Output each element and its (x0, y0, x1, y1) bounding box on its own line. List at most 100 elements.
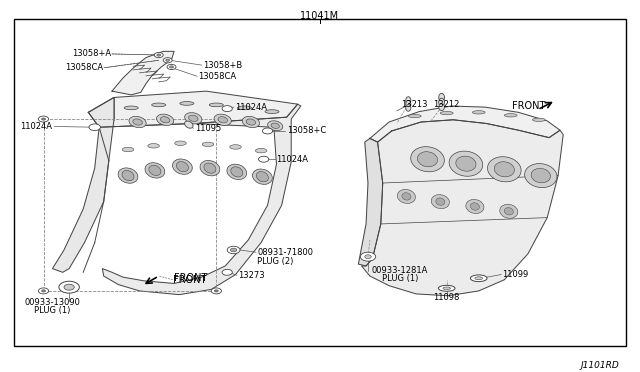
Ellipse shape (417, 152, 438, 167)
Ellipse shape (148, 144, 159, 148)
Circle shape (230, 248, 237, 252)
Ellipse shape (406, 105, 411, 111)
Ellipse shape (124, 106, 138, 110)
Ellipse shape (161, 117, 170, 123)
Ellipse shape (177, 161, 188, 172)
Circle shape (365, 255, 371, 259)
Circle shape (59, 281, 79, 293)
Ellipse shape (268, 121, 283, 131)
Ellipse shape (189, 115, 198, 121)
Ellipse shape (227, 164, 246, 180)
Ellipse shape (439, 98, 444, 106)
Ellipse shape (202, 142, 214, 147)
Ellipse shape (157, 114, 173, 125)
Ellipse shape (122, 147, 134, 152)
Polygon shape (112, 51, 174, 95)
Text: 13058+B: 13058+B (204, 61, 243, 70)
Ellipse shape (439, 104, 444, 110)
Ellipse shape (122, 170, 134, 181)
Text: J1101RD: J1101RD (580, 361, 620, 370)
Text: FRONT: FRONT (174, 273, 207, 283)
Ellipse shape (472, 111, 485, 114)
Ellipse shape (456, 156, 476, 171)
Ellipse shape (185, 113, 202, 124)
Ellipse shape (470, 203, 479, 210)
Ellipse shape (494, 162, 515, 177)
Text: PLUG (2): PLUG (2) (257, 257, 294, 266)
Text: FRONT: FRONT (512, 101, 545, 111)
Text: PLUG (1): PLUG (1) (35, 306, 70, 315)
Ellipse shape (271, 123, 280, 128)
Ellipse shape (231, 167, 243, 177)
Circle shape (163, 58, 172, 63)
Ellipse shape (532, 118, 545, 122)
Ellipse shape (475, 277, 483, 280)
Ellipse shape (237, 106, 252, 110)
Text: 11024A: 11024A (276, 155, 308, 164)
Ellipse shape (184, 121, 193, 128)
Ellipse shape (470, 275, 487, 282)
Ellipse shape (436, 198, 445, 205)
Ellipse shape (531, 169, 550, 183)
Ellipse shape (411, 147, 444, 172)
Ellipse shape (402, 193, 411, 200)
Ellipse shape (243, 116, 259, 128)
Polygon shape (52, 97, 114, 272)
Text: 11024A: 11024A (20, 122, 52, 131)
Circle shape (89, 124, 100, 131)
Ellipse shape (449, 151, 483, 176)
Ellipse shape (175, 141, 186, 145)
Text: 13058CA: 13058CA (65, 63, 104, 72)
Circle shape (360, 252, 376, 261)
Ellipse shape (466, 199, 484, 214)
Circle shape (38, 116, 49, 122)
Ellipse shape (438, 285, 455, 291)
Circle shape (38, 288, 49, 294)
Polygon shape (102, 104, 301, 295)
Circle shape (222, 269, 232, 275)
Text: 00933-13090: 00933-13090 (24, 298, 81, 307)
Ellipse shape (246, 119, 255, 125)
Ellipse shape (118, 168, 138, 183)
Circle shape (262, 128, 273, 134)
Text: 13058+A: 13058+A (72, 49, 111, 58)
Ellipse shape (525, 164, 557, 187)
Text: 11098: 11098 (433, 293, 460, 302)
Ellipse shape (133, 119, 142, 125)
Ellipse shape (255, 148, 267, 153)
Circle shape (64, 284, 74, 290)
Circle shape (259, 156, 269, 162)
Ellipse shape (200, 160, 220, 176)
Circle shape (42, 118, 45, 120)
Ellipse shape (443, 287, 451, 290)
Ellipse shape (214, 114, 231, 125)
Ellipse shape (265, 110, 279, 113)
Circle shape (167, 64, 176, 70)
Ellipse shape (439, 93, 444, 102)
Ellipse shape (431, 195, 449, 209)
Ellipse shape (504, 208, 513, 215)
Circle shape (166, 59, 170, 61)
Polygon shape (358, 138, 383, 266)
Text: 13058+C: 13058+C (287, 126, 326, 135)
Ellipse shape (149, 165, 161, 176)
Ellipse shape (253, 169, 272, 185)
Circle shape (42, 290, 45, 292)
Ellipse shape (257, 171, 268, 182)
Circle shape (157, 54, 161, 56)
Circle shape (222, 106, 232, 112)
Text: 13212: 13212 (433, 100, 460, 109)
Ellipse shape (204, 163, 216, 173)
Ellipse shape (129, 116, 146, 128)
Text: 11024A: 11024A (236, 103, 268, 112)
Ellipse shape (230, 145, 241, 149)
Ellipse shape (488, 157, 521, 182)
Polygon shape (370, 106, 560, 142)
Circle shape (154, 52, 163, 58)
Ellipse shape (152, 103, 166, 107)
Ellipse shape (500, 204, 518, 218)
Circle shape (227, 246, 240, 254)
Ellipse shape (504, 114, 517, 117)
Text: 13213: 13213 (401, 100, 428, 109)
Text: PLUG (1): PLUG (1) (382, 275, 418, 283)
